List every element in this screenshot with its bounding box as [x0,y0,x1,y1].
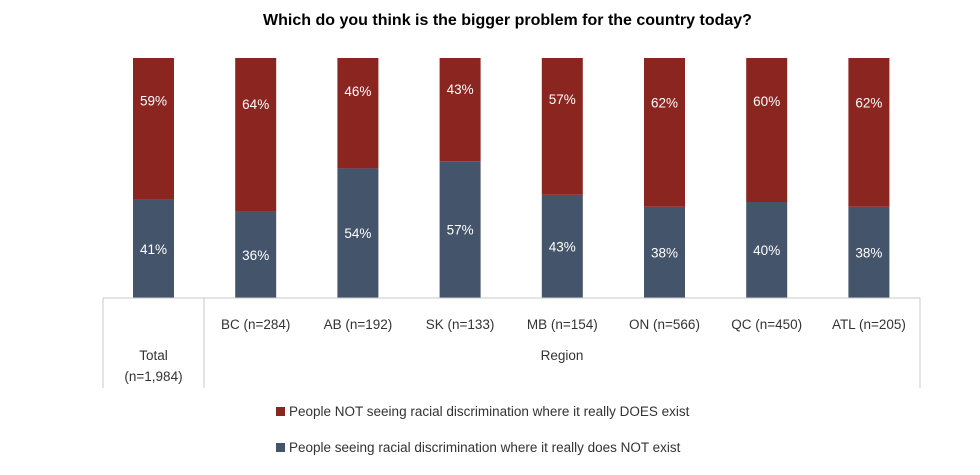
category-label: ON (n=566) [629,317,700,332]
bar-segment [644,206,685,298]
data-label: 43% [447,82,474,97]
bar-segment [644,58,685,207]
data-label: 38% [855,245,882,260]
chart-title: Which do you think is the bigger problem… [263,12,752,29]
category-label: (n=1,984) [124,369,182,384]
data-label: 54% [344,226,371,241]
data-label: 62% [651,96,678,111]
bar-segment [541,58,583,195]
category-label: QC (n=450) [731,317,802,332]
bar-segment [746,58,788,202]
data-label: 46% [344,84,371,99]
bar-segment [235,211,277,298]
bar-segment [848,58,890,207]
data-label: 57% [447,223,474,238]
data-label: 57% [549,92,576,107]
bar-segment [133,58,174,200]
group-label: Region [541,348,584,363]
bar-segment [337,58,379,169]
data-label: 41% [140,242,167,257]
data-label: 40% [753,243,780,258]
data-label: 62% [855,96,882,111]
category-label: SK (n=133) [426,317,495,332]
category-label: ATL (n=205) [832,317,906,332]
legend-label: People seeing racial discrimination wher… [289,440,681,455]
legend-item-blue: People seeing racial discrimination wher… [276,440,680,455]
bar-segment [439,161,481,298]
data-label: 64% [242,97,269,112]
bar-segment [541,194,583,298]
bar-segment [848,206,890,298]
bar-segment [133,199,174,298]
data-label: 38% [651,245,678,260]
category-label: BC (n=284) [221,317,290,332]
category-label: MB (n=154) [527,317,598,332]
legend-label: People NOT seeing racial discrimination … [289,404,690,419]
bar-segment [337,168,379,298]
legend-swatch [276,443,285,452]
data-label: 59% [140,93,167,108]
category-label: AB (n=192) [324,317,393,332]
category-label: Total [139,348,168,363]
bar-segment [439,58,481,162]
legend-swatch [276,407,285,416]
data-label: 43% [549,239,576,254]
data-label: 60% [753,94,780,109]
legend-item-red: People NOT seeing racial discrimination … [276,404,689,419]
bar-segment [746,202,788,298]
bar-segment [235,58,277,212]
data-label: 36% [242,248,269,263]
